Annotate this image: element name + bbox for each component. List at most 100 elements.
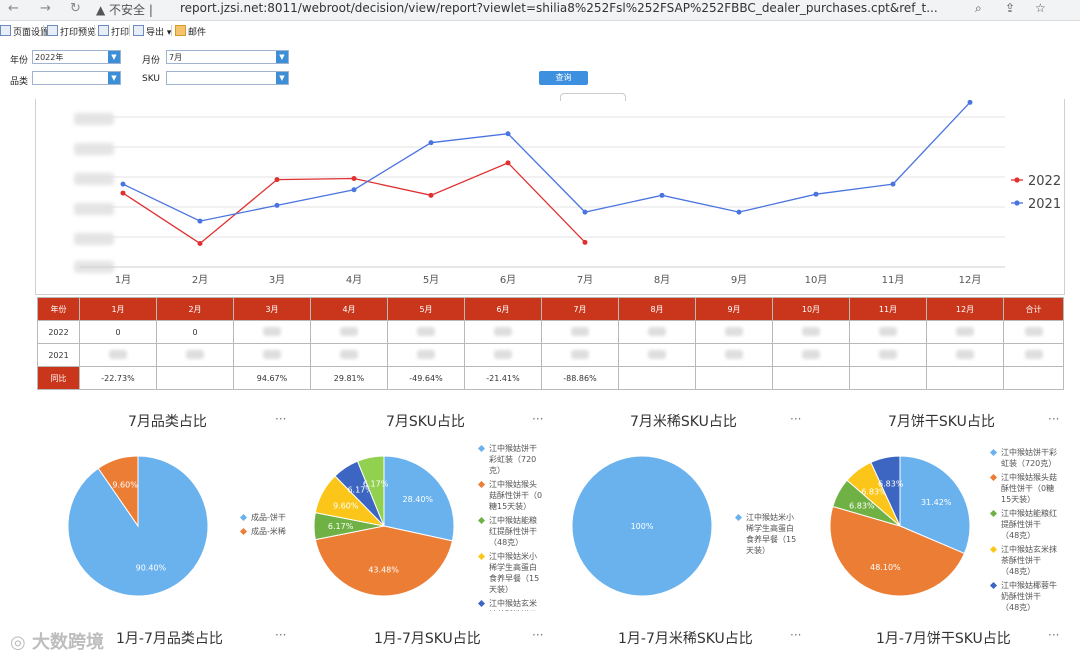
pie-data-label: 48.10% <box>870 563 901 572</box>
data-point-2022[interactable] <box>582 239 588 245</box>
table-header-cell: 11月 <box>849 297 927 321</box>
blurred-value <box>263 349 281 359</box>
data-point-2022[interactable] <box>274 177 280 183</box>
chevron-down-icon[interactable]: ▼ <box>108 51 120 63</box>
print-button[interactable]: 打印 <box>98 25 129 38</box>
table-cell <box>618 343 696 367</box>
blurred-value <box>340 326 358 336</box>
bottom-pie-title: 1月-7月SKU占比 <box>374 631 481 647</box>
pie-data-label: 9.60% <box>333 501 359 510</box>
more-options-icon[interactable]: ··· <box>1048 412 1060 426</box>
more-options-icon[interactable]: ··· <box>1048 628 1060 642</box>
blurred-value <box>879 326 897 336</box>
sku-select[interactable]: ▼ <box>166 71 289 85</box>
pie-slice[interactable] <box>899 455 971 555</box>
pie-legend: 成品-饼干成品-米稀 <box>239 512 306 540</box>
legend-item[interactable]: 江中猴姑能粮红提酥性饼干（48克） <box>989 508 1058 541</box>
year-label: 年份 <box>10 56 29 66</box>
legend-item[interactable]: 江中猴姑饼干彩虹装（720克） <box>989 447 1058 469</box>
search-icon[interactable]: ⌕ <box>975 1 982 15</box>
data-point-2022[interactable] <box>351 176 357 182</box>
pie-data-label: 100% <box>631 522 654 531</box>
legend-marker-icon <box>989 581 998 590</box>
pie-slice[interactable] <box>97 455 139 528</box>
legend-item-label: 江中猴姑米小稀学生高蛋白食养早餐（15天装） <box>746 513 797 555</box>
blurred-value <box>417 349 435 359</box>
pie-slice[interactable] <box>356 455 385 527</box>
reload-icon[interactable]: ↻ <box>70 1 81 16</box>
legend-item[interactable]: 成品-米稀 <box>239 526 306 537</box>
pie-slice[interactable] <box>571 455 713 597</box>
pie-slice[interactable] <box>314 525 454 597</box>
table-cell <box>464 343 542 367</box>
security-indicator[interactable]: ▲ 不安全 | <box>96 3 153 17</box>
data-point-2021[interactable] <box>813 191 819 197</box>
data-point-2021[interactable] <box>197 218 203 224</box>
data-point-2022[interactable] <box>197 240 203 246</box>
pie-data-label: 28.40% <box>403 495 434 504</box>
data-point-2021[interactable] <box>274 202 280 208</box>
data-point-2021[interactable] <box>582 209 588 215</box>
data-point-2021[interactable] <box>428 140 434 146</box>
legend-label-2021[interactable]: 2021 <box>1028 197 1061 212</box>
more-options-icon[interactable]: ··· <box>790 412 802 426</box>
data-point-2022[interactable] <box>428 192 434 198</box>
forward-icon[interactable]: → <box>40 1 51 16</box>
category-select[interactable]: ▼ <box>32 71 121 85</box>
page-setup-button[interactable]: 页面设置 <box>0 25 49 38</box>
data-point-2021[interactable] <box>351 187 357 193</box>
legend-item[interactable]: 江中猴姑椰蓉牛奶酥性饼干（48克） <box>989 580 1058 613</box>
url-text[interactable]: report.jzsi.net:8011/webroot/decision/vi… <box>180 1 938 15</box>
legend-item[interactable]: 江中猴姑玄米抹茶酥性饼干（48克） <box>989 544 1058 577</box>
legend-item[interactable]: 江中猴姑玄米抹茶酥性饼干（48克） <box>478 598 544 611</box>
collapse-panel-handle[interactable] <box>560 93 626 101</box>
pie-slice[interactable] <box>829 505 966 597</box>
year-select[interactable]: 2022年 ▼ <box>32 50 121 64</box>
pie-slice[interactable] <box>870 455 901 527</box>
more-options-icon[interactable]: ··· <box>275 628 287 642</box>
data-point-2021[interactable] <box>505 131 511 137</box>
data-point-2022[interactable] <box>120 190 126 196</box>
data-point-2021[interactable] <box>890 181 896 187</box>
legend-item[interactable]: 江中猴姑饼干彩虹装（720克） <box>478 443 544 476</box>
blurred-value <box>263 326 281 336</box>
data-point-2021[interactable] <box>967 99 973 105</box>
line-chart-svg: 1月 2月 3月 4月 5月 6月 7月 8月 9月 10月 11月 12月 2022 2021 <box>80 99 1061 286</box>
bookmark-star-icon[interactable]: ☆ <box>1035 1 1046 15</box>
chevron-down-icon[interactable]: ▼ <box>108 72 120 84</box>
more-options-icon[interactable]: ··· <box>790 628 802 642</box>
legend-marker-icon <box>478 552 486 561</box>
legend-item[interactable]: 江中猴姑米小稀学生高蛋白食养早餐（15天装） <box>478 551 544 595</box>
data-point-2021[interactable] <box>120 181 126 187</box>
more-options-icon[interactable]: ··· <box>532 412 544 426</box>
more-options-icon[interactable]: ··· <box>275 412 287 426</box>
legend-item[interactable]: 江中猴姑猴头菇酥性饼干（0糖15天装） <box>478 479 544 512</box>
legend-item[interactable]: 成品-饼干 <box>239 512 306 523</box>
legend-item[interactable]: 江中猴姑猴头菇酥性饼干（0糖15天装） <box>989 472 1058 505</box>
blurred-value <box>109 349 127 359</box>
pie-slice[interactable] <box>383 455 455 542</box>
month-select[interactable]: 7月 ▼ <box>166 50 289 64</box>
legend-marker-2021[interactable] <box>1014 200 1020 206</box>
table-header-cell: 4月 <box>310 297 388 321</box>
pie-legend: 江中猴姑饼干彩虹装（720克） 江中猴姑猴头菇酥性饼干（0糖15天装） 江中猴姑能粮… <box>989 447 1058 616</box>
watermark: ◎ 大数跨境 <box>10 632 104 653</box>
legend-marker-2022[interactable] <box>1014 177 1020 183</box>
data-point-2021[interactable] <box>736 209 742 215</box>
legend-item[interactable]: 江中猴姑米小稀学生高蛋白食养早餐（15天装） <box>734 512 801 556</box>
data-point-2021[interactable] <box>659 192 665 198</box>
export-button[interactable]: 导出 ▾ <box>133 25 171 38</box>
chevron-down-icon[interactable]: ▼ <box>276 72 288 84</box>
back-icon[interactable]: ← <box>8 1 19 16</box>
pie-data-label: 6.17% <box>328 522 354 531</box>
query-button[interactable]: 查询 <box>539 71 588 85</box>
legend-item[interactable]: 江中猴姑能粮红提酥性饼干（48克） <box>478 515 544 548</box>
share-icon[interactable]: ⇪ <box>1005 1 1016 15</box>
print-preview-button[interactable]: 打印预览 <box>47 25 96 38</box>
chevron-down-icon[interactable]: ▼ <box>276 51 288 63</box>
mail-button[interactable]: 邮件 <box>175 25 206 38</box>
legend-label-2022[interactable]: 2022 <box>1028 174 1061 189</box>
table-row-label: 2021 <box>37 343 80 367</box>
more-options-icon[interactable]: ··· <box>532 628 544 642</box>
data-point-2022[interactable] <box>505 160 511 166</box>
